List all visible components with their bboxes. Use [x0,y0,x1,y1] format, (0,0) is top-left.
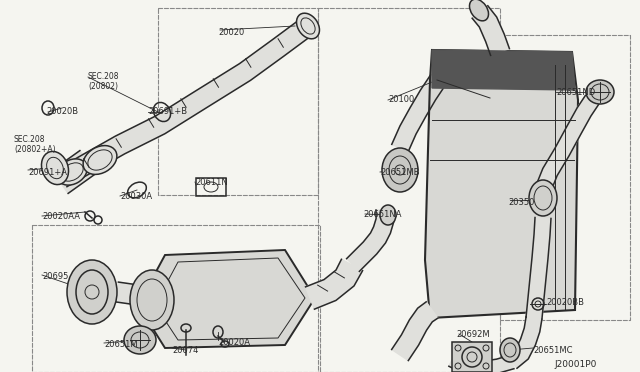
Polygon shape [507,317,542,368]
Polygon shape [52,151,96,193]
Polygon shape [305,259,363,309]
Text: 20651NA: 20651NA [363,210,401,219]
Polygon shape [534,96,598,195]
Polygon shape [472,6,509,55]
Text: 20651MC: 20651MC [533,346,573,355]
Polygon shape [452,342,492,372]
Text: 20691+B: 20691+B [148,107,187,116]
Ellipse shape [83,145,117,174]
Text: 20100: 20100 [388,95,414,104]
Text: J20001P0: J20001P0 [554,360,596,369]
Polygon shape [138,250,315,348]
Text: 20692M: 20692M [456,330,490,339]
Text: 20651M: 20651M [104,340,138,349]
Text: 20030A: 20030A [120,192,152,201]
Text: SEC.208: SEC.208 [14,135,45,144]
Text: 20611N: 20611N [195,178,228,187]
Text: 20350: 20350 [508,198,534,207]
Ellipse shape [67,260,117,324]
Text: 20020A: 20020A [218,338,250,347]
Text: (20802+A): (20802+A) [14,145,56,154]
Ellipse shape [380,205,396,225]
Text: 20651ND: 20651ND [556,88,595,97]
Polygon shape [526,218,551,319]
Ellipse shape [382,148,418,192]
Text: 20074: 20074 [172,346,198,355]
Polygon shape [425,50,578,318]
Text: 20695: 20695 [42,272,68,281]
Ellipse shape [42,151,68,185]
Ellipse shape [529,180,557,216]
Polygon shape [449,354,514,372]
Ellipse shape [130,270,174,330]
Text: 20651MB: 20651MB [380,168,419,177]
Polygon shape [347,210,394,271]
Ellipse shape [124,326,156,354]
Text: 20020B: 20020B [46,107,78,116]
Ellipse shape [57,159,87,185]
Text: 20691+A: 20691+A [28,168,67,177]
Polygon shape [392,75,445,152]
Ellipse shape [586,80,614,104]
Text: SEC.208: SEC.208 [88,72,120,81]
Ellipse shape [296,13,319,39]
Text: 20020BB: 20020BB [546,298,584,307]
Polygon shape [57,20,311,187]
Ellipse shape [470,0,488,21]
Text: 20020AA: 20020AA [42,212,80,221]
Polygon shape [432,50,575,90]
Text: (20802): (20802) [88,82,118,91]
Polygon shape [392,302,438,360]
Text: 20020: 20020 [218,28,244,37]
Polygon shape [116,282,140,305]
Ellipse shape [500,338,520,362]
